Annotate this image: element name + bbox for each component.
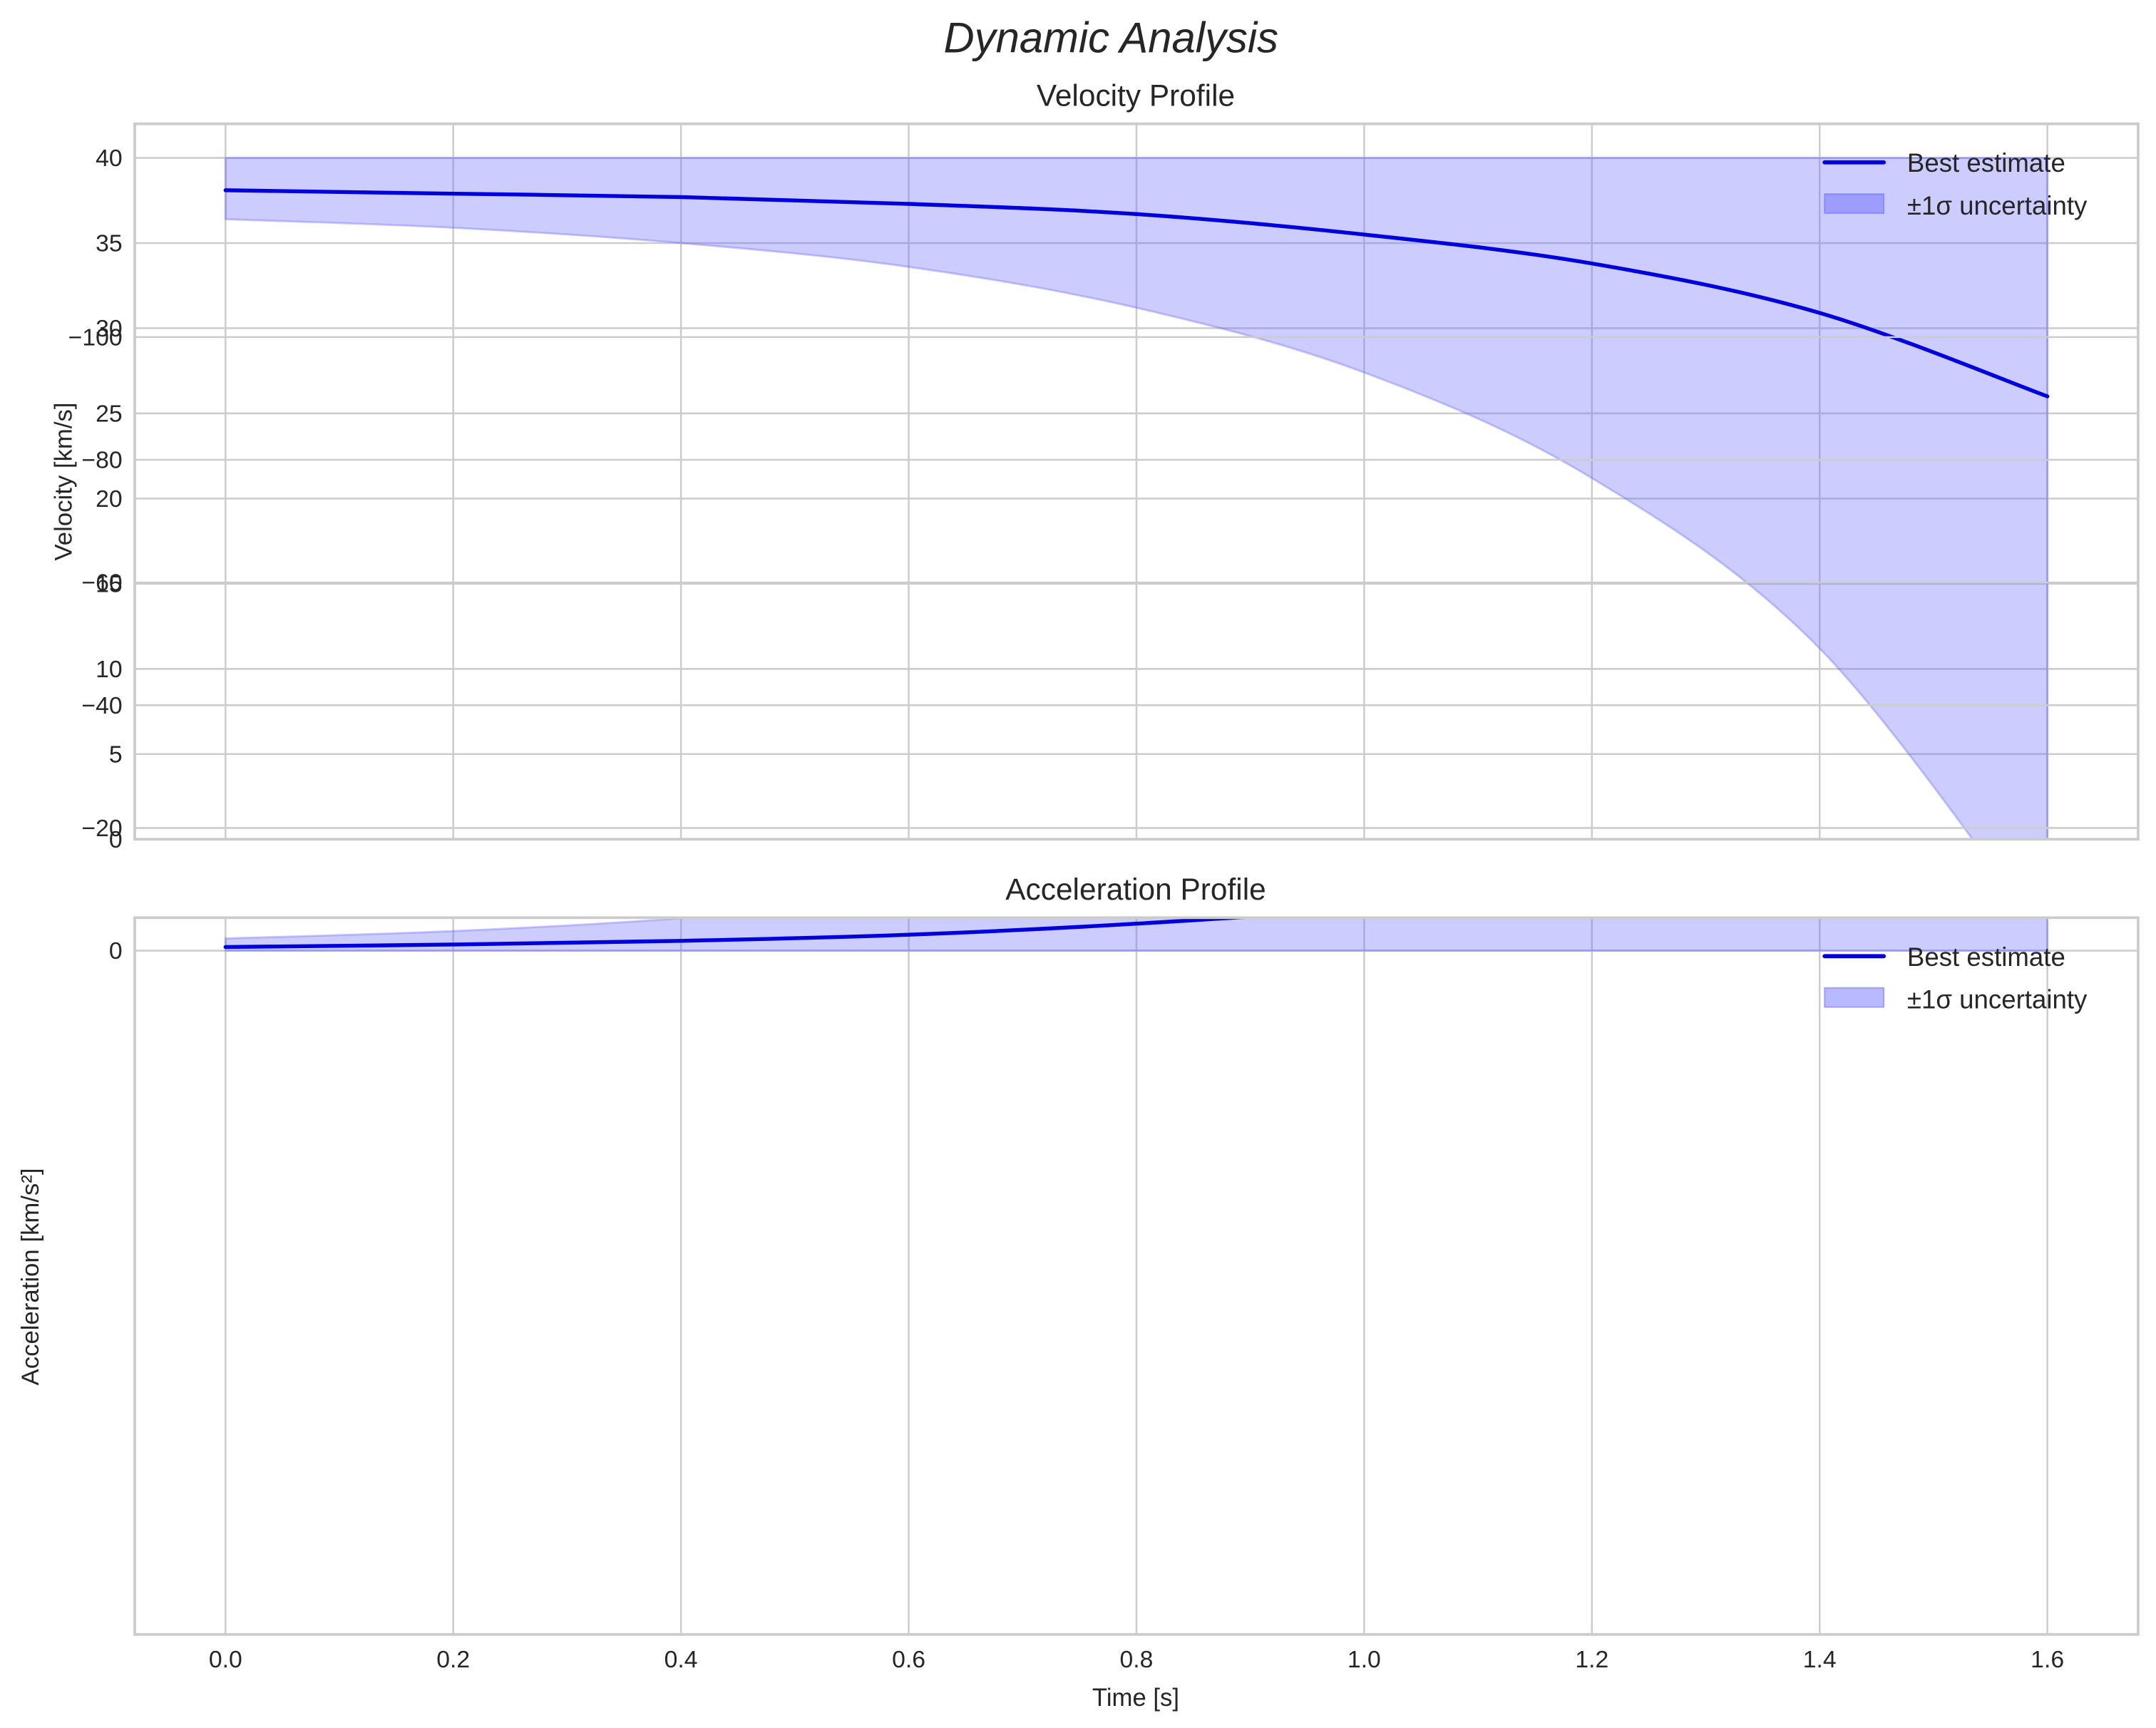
- y-tick-label: 5: [109, 741, 123, 768]
- legend-band-label: ±1σ uncertainty: [1907, 985, 2088, 1014]
- y-tick-label: −60: [81, 570, 122, 597]
- y-tick-label: −20: [81, 815, 122, 842]
- legend-band-swatch-icon: [1824, 987, 1885, 1008]
- best-estimate-line: [223, 917, 1264, 950]
- velocity-panel: Velocity Profile 0 5 10 15 20 25 30 35 40 Veloci…: [50, 79, 2140, 853]
- acceleration-y-axis-label: Acceleration [km/s²]: [17, 1168, 44, 1386]
- velocity-grid: [135, 123, 2138, 840]
- x-tick-label: 1.2: [1575, 1646, 1608, 1673]
- x-tick-label: 0.6: [892, 1646, 925, 1673]
- uncertainty-band: [224, 157, 2049, 840]
- acceleration-panel-title: Acceleration Profile: [1005, 873, 1266, 906]
- acceleration-axes-frame: [133, 916, 2140, 1636]
- acceleration-legend: Best estimate ±1σ uncertainty: [1822, 942, 2088, 1014]
- acceleration-plot-area: [223, 917, 2049, 952]
- x-tick-label: 0.0: [209, 1646, 242, 1673]
- y-tick-label: −80: [81, 447, 122, 474]
- x-tick-label: 0.2: [436, 1646, 470, 1673]
- legend-line-label: Best estimate: [1907, 942, 2065, 972]
- x-tick-label: 0.8: [1120, 1646, 1154, 1673]
- x-tick-label: 0.4: [664, 1646, 698, 1673]
- acceleration-grid: [135, 336, 2138, 1635]
- y-tick-label: 0: [109, 937, 123, 965]
- velocity-y-axis-label: Velocity [km/s]: [50, 403, 77, 561]
- velocity-plot-area: [223, 157, 2050, 840]
- x-axis-label: Time [s]: [1092, 1685, 1179, 1712]
- legend-band-label: ±1σ uncertainty: [1907, 191, 2088, 220]
- x-tick-label: 1.6: [2031, 1646, 2064, 1673]
- y-tick-label: −100: [68, 324, 123, 351]
- y-tick-label: 0: [109, 826, 123, 853]
- x-tick-label: 1.0: [1348, 1646, 1381, 1673]
- y-tick-label: 10: [96, 656, 123, 683]
- y-tick-label: 30: [96, 315, 123, 342]
- figure-title: Dynamic Analysis: [944, 14, 1278, 61]
- legend-band-swatch-icon: [1824, 193, 1885, 215]
- y-tick-label: 15: [96, 570, 123, 597]
- y-tick-label: −40: [81, 692, 122, 719]
- velocity-axes-frame: [133, 122, 2140, 841]
- acceleration-y-ticks: 0−20−40−60−80−100: [68, 324, 123, 965]
- velocity-panel-title: Velocity Profile: [1037, 79, 1235, 113]
- legend-line-label: Best estimate: [1907, 148, 2065, 178]
- x-tick-label: 1.4: [1803, 1646, 1837, 1673]
- x-ticks: 0.0 0.2 0.4 0.6 0.8 1.0 1.2 1.4 1.6: [209, 1646, 2064, 1673]
- velocity-legend: Best estimate ±1σ uncertainty: [1822, 148, 2088, 220]
- velocity-y-ticks: 0 5 10 15 20 25 30 35 40: [96, 145, 123, 853]
- y-tick-label: 25: [96, 400, 123, 427]
- best-estimate-line: [223, 188, 2050, 398]
- y-tick-label: 20: [96, 485, 123, 513]
- y-tick-label: 35: [96, 230, 123, 257]
- acceleration-panel: Acceleration Profile 0−20−40−60−80−100 0…: [17, 324, 2140, 1712]
- y-tick-label: 40: [96, 145, 123, 172]
